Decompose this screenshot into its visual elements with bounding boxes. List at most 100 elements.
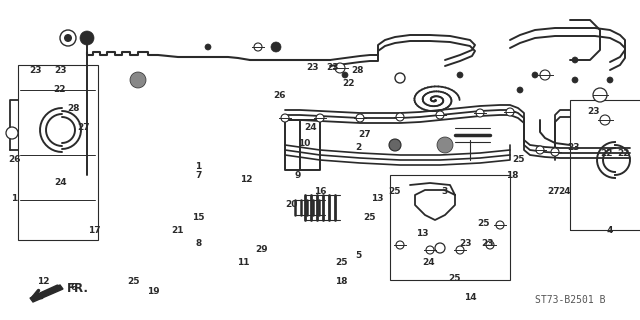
Text: 18: 18 xyxy=(506,172,518,180)
Circle shape xyxy=(496,221,504,229)
Circle shape xyxy=(342,72,348,78)
Text: 13: 13 xyxy=(416,229,429,238)
Text: 11: 11 xyxy=(237,258,250,267)
Text: 27: 27 xyxy=(547,188,560,196)
Text: 5: 5 xyxy=(355,252,362,260)
Text: 6: 6 xyxy=(70,284,77,292)
Circle shape xyxy=(506,108,514,116)
Text: 26: 26 xyxy=(8,156,20,164)
Circle shape xyxy=(64,34,72,42)
Bar xyxy=(18,65,98,240)
Circle shape xyxy=(396,113,404,121)
Text: 16: 16 xyxy=(314,188,326,196)
Text: 23: 23 xyxy=(567,143,580,152)
Text: 12: 12 xyxy=(240,175,253,184)
Text: 23: 23 xyxy=(326,63,339,72)
Circle shape xyxy=(593,88,607,102)
Circle shape xyxy=(457,72,463,78)
Circle shape xyxy=(436,111,444,119)
Text: 23: 23 xyxy=(587,108,600,116)
Text: 24: 24 xyxy=(54,178,67,187)
Text: 29: 29 xyxy=(255,245,268,254)
Text: 22: 22 xyxy=(600,149,613,158)
Text: ST73-B2501 B: ST73-B2501 B xyxy=(535,295,605,305)
Circle shape xyxy=(456,246,464,254)
Circle shape xyxy=(130,72,146,88)
Text: FR.: FR. xyxy=(67,282,89,294)
Circle shape xyxy=(435,243,445,253)
Text: 23: 23 xyxy=(481,239,494,248)
Text: 15: 15 xyxy=(192,213,205,222)
Text: 9: 9 xyxy=(294,172,301,180)
Circle shape xyxy=(395,73,405,83)
Text: 23: 23 xyxy=(306,63,319,72)
Bar xyxy=(390,175,510,280)
Circle shape xyxy=(607,77,613,83)
Circle shape xyxy=(80,31,94,45)
Text: 23: 23 xyxy=(54,66,67,75)
Text: 25: 25 xyxy=(448,274,461,283)
Text: 4: 4 xyxy=(606,226,612,235)
Circle shape xyxy=(254,43,262,51)
Circle shape xyxy=(532,72,538,78)
Text: 22: 22 xyxy=(53,85,66,94)
Text: 8: 8 xyxy=(195,239,202,248)
Text: 1: 1 xyxy=(195,162,202,171)
Circle shape xyxy=(316,114,324,122)
Circle shape xyxy=(335,63,345,73)
Circle shape xyxy=(60,30,76,46)
Text: 22: 22 xyxy=(342,79,355,88)
Text: 7: 7 xyxy=(195,172,202,180)
Circle shape xyxy=(517,87,523,93)
Text: 1: 1 xyxy=(11,194,17,203)
Circle shape xyxy=(600,115,610,125)
Text: 25: 25 xyxy=(512,156,525,164)
Circle shape xyxy=(356,114,364,122)
Circle shape xyxy=(551,148,559,156)
Circle shape xyxy=(595,90,605,100)
Text: 27: 27 xyxy=(358,130,371,139)
Text: 26: 26 xyxy=(273,92,286,100)
Circle shape xyxy=(476,109,484,117)
Text: 3: 3 xyxy=(442,188,448,196)
Text: 23: 23 xyxy=(460,239,472,248)
Circle shape xyxy=(572,57,578,63)
Circle shape xyxy=(389,139,401,151)
Text: 22: 22 xyxy=(618,149,630,158)
Text: 27: 27 xyxy=(77,124,90,132)
Text: 12: 12 xyxy=(37,277,50,286)
Circle shape xyxy=(6,127,18,139)
Text: 2: 2 xyxy=(355,143,362,152)
Text: 28: 28 xyxy=(67,104,80,113)
Circle shape xyxy=(205,44,211,50)
Circle shape xyxy=(486,241,494,249)
Circle shape xyxy=(396,241,404,249)
Circle shape xyxy=(271,42,281,52)
Text: 24: 24 xyxy=(422,258,435,267)
Polygon shape xyxy=(30,285,63,302)
Text: 25: 25 xyxy=(388,188,401,196)
Text: 25: 25 xyxy=(477,220,490,228)
Text: 13: 13 xyxy=(371,194,384,203)
Text: 24: 24 xyxy=(558,188,571,196)
Text: 25: 25 xyxy=(127,277,140,286)
Text: 10: 10 xyxy=(298,140,310,148)
Text: 24: 24 xyxy=(305,124,317,132)
Text: 28: 28 xyxy=(351,66,364,75)
Text: 20: 20 xyxy=(285,200,298,209)
Text: 14: 14 xyxy=(464,293,477,302)
Circle shape xyxy=(540,70,550,80)
Circle shape xyxy=(572,77,578,83)
Text: 21: 21 xyxy=(172,226,184,235)
Text: 25: 25 xyxy=(364,213,376,222)
Circle shape xyxy=(426,246,434,254)
Circle shape xyxy=(437,137,453,153)
Text: 19: 19 xyxy=(147,287,160,296)
Circle shape xyxy=(281,114,289,122)
Text: 18: 18 xyxy=(335,277,348,286)
Text: 23: 23 xyxy=(29,66,42,75)
Circle shape xyxy=(536,146,544,154)
Text: 25: 25 xyxy=(335,258,348,267)
Text: 17: 17 xyxy=(88,226,101,235)
Bar xyxy=(570,100,640,230)
